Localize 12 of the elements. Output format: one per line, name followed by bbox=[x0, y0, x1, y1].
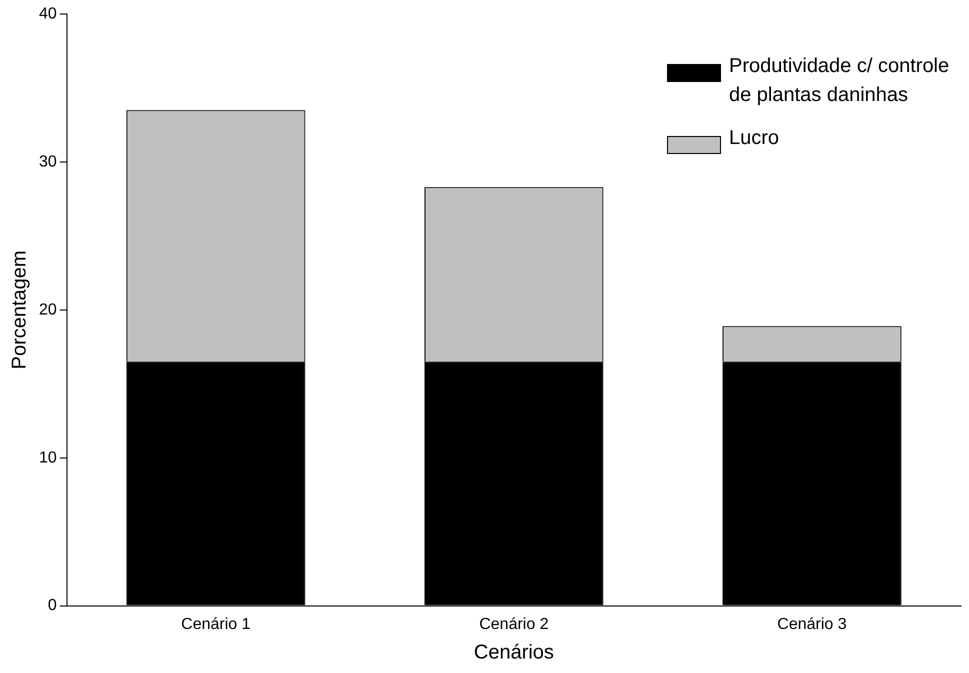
y-tick-label: 40 bbox=[39, 5, 57, 22]
x-axis-title: Cenários bbox=[474, 642, 554, 664]
y-tick-label: 10 bbox=[39, 449, 57, 466]
y-tick-label: 30 bbox=[39, 153, 57, 170]
legend-label: Lucro bbox=[729, 126, 780, 151]
y-tick-label: 0 bbox=[48, 597, 57, 614]
y-axis-title: Porcentagem bbox=[8, 250, 31, 370]
legend-label: Produtividade c/ controle de plantas daninhas bbox=[729, 54, 950, 108]
x-tick-label: Cenário 1 bbox=[181, 616, 251, 633]
y-tick-label: 20 bbox=[39, 301, 57, 318]
x-tick-label: Cenário 2 bbox=[479, 616, 549, 633]
x-tick-label: Cenário 3 bbox=[777, 616, 847, 633]
